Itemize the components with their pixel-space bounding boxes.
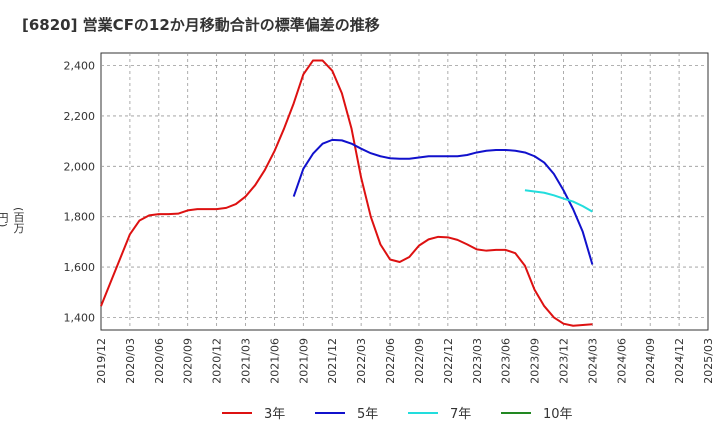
x-tick-label: 2020/06 [153,338,166,384]
x-tick-label: 2020/09 [182,338,195,384]
series-line-7年 [524,189,593,213]
grid-lines [101,53,708,330]
series-lines [100,59,594,327]
x-tick-label: 2023/06 [500,338,513,384]
x-tick-label: 2025/03 [702,338,715,384]
x-tick-label: 2022/06 [384,338,397,384]
x-tick-label: 2021/12 [326,338,339,384]
x-tick-label: 2023/03 [471,338,484,384]
y-axis-ticks: 1,400 1,600 1,800 2,000 2,200 2,400 [64,60,96,325]
legend-label: 7年 [450,407,471,422]
y-tick-label: 2,400 [64,60,96,73]
y-tick-label: 1,800 [64,211,96,224]
x-tick-label: 2020/03 [124,338,137,384]
x-tick-label: 2023/09 [529,338,542,384]
y-tick-label: 2,200 [64,110,96,123]
y-axis-label: (百万円) [0,206,25,234]
x-tick-label: 2024/06 [615,338,628,384]
x-tick-label: 2022/09 [413,338,426,384]
x-tick-label: 2019/12 [95,338,108,384]
legend: 3年 5年 7年 10年 [222,407,573,422]
y-tick-label: 1,400 [64,311,96,324]
x-tick-label: 2021/03 [240,338,253,384]
x-tick-label: 2024/09 [644,338,657,384]
x-tick-label: 2024/03 [586,338,599,384]
y-tick-label: 1,600 [64,261,96,274]
x-tick-label: 2021/06 [268,338,281,384]
series-line-5年 [292,138,594,265]
series-line-3年 [100,59,593,327]
legend-label: 3年 [264,407,285,422]
x-tick-label: 2024/12 [673,338,686,384]
x-tick-label: 2021/09 [297,338,310,384]
x-tick-label: 2020/12 [211,338,224,384]
x-tick-label: 2022/03 [355,338,368,384]
legend-label: 10年 [543,407,573,422]
x-tick-label: 2022/12 [442,338,455,384]
plot-area [100,52,709,331]
x-axis-ticks: 2019/12 2020/03 2020/06 2020/09 2020/12 2021/… [95,338,715,384]
legend-label: 5年 [357,407,378,422]
chart-title: [6820] 営業CFの12か月移動合計の標準偏差の推移 [22,16,380,34]
x-tick-label: 2023/12 [557,338,570,384]
y-tick-label: 2,000 [64,160,96,173]
